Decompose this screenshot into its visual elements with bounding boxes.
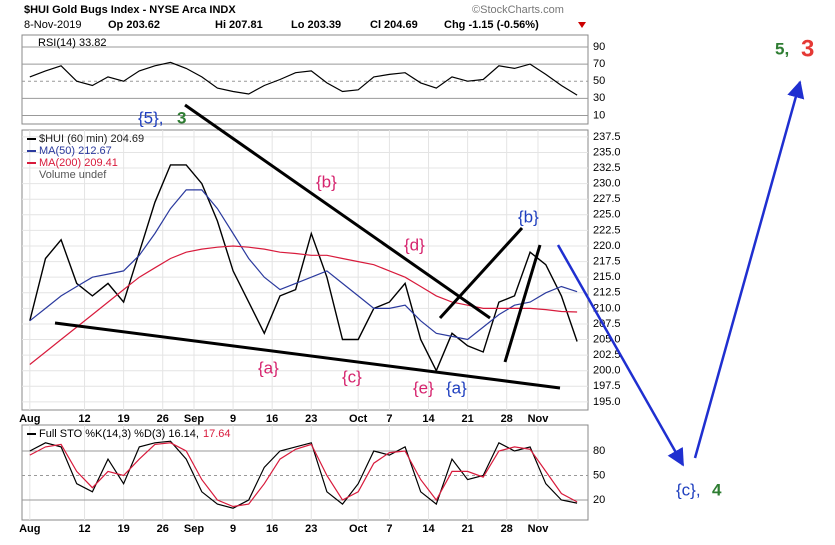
y-tick-label: 217.5 <box>593 255 621 267</box>
wave-label: 3 <box>177 108 186 127</box>
x-tick-label: Aug <box>19 523 40 535</box>
legend-label: Full STO %K(14,3) %D(3) 16.14, <box>39 428 199 440</box>
x-tick-label: 7 <box>386 413 392 425</box>
x-tick-label: Nov <box>528 523 550 535</box>
trend-line <box>54 321 561 390</box>
y-tick-label: 212.5 <box>593 287 621 299</box>
y-tick-label: 202.5 <box>593 349 621 361</box>
change: Chg -1.15 (-0.56%) <box>444 19 539 31</box>
x-tick-label: Aug <box>19 413 40 425</box>
wave-label: {e} <box>413 378 434 397</box>
x-tick-label: 12 <box>78 523 90 535</box>
x-tick-label: 9 <box>230 413 236 425</box>
x-tick-label: 23 <box>305 523 317 535</box>
panel-title: RSI(14) 33.82 <box>38 37 106 49</box>
y-tick-label: 220.0 <box>593 240 621 252</box>
y-tick-label: 200.0 <box>593 365 621 377</box>
x-tick-label: Sep <box>184 523 204 535</box>
close: Cl 204.69 <box>370 19 418 31</box>
series-line <box>29 189 578 341</box>
legend-label: MA(200) 209.41 <box>39 157 118 169</box>
y-tick-label: 30 <box>593 92 605 104</box>
x-tick-label: 16 <box>266 413 278 425</box>
wave-label: {a} <box>258 358 279 377</box>
series-line <box>29 442 578 508</box>
y-tick-label: 20 <box>593 494 605 506</box>
y-tick-label: 207.5 <box>593 318 621 330</box>
wave-label: {c} <box>342 367 362 386</box>
legend-label: MA(50) 212.67 <box>39 145 112 157</box>
low: Lo 203.39 <box>291 19 341 31</box>
series-line <box>29 245 578 365</box>
x-tick-label: 21 <box>461 523 473 535</box>
y-tick-label: 197.5 <box>593 380 621 392</box>
projection-arrow <box>556 244 685 467</box>
x-tick-label: 7 <box>386 523 392 535</box>
wave-label: {d} <box>404 235 425 254</box>
series-line <box>29 61 578 96</box>
x-tick-label: 9 <box>230 523 236 535</box>
y-tick-label: 50 <box>593 75 605 87</box>
y-tick-label: 230.0 <box>593 178 621 190</box>
x-tick-label: 19 <box>118 523 130 535</box>
x-tick-label: Sep <box>184 413 204 425</box>
y-tick-label: 232.5 <box>593 162 621 174</box>
panels: 90 70 50 30 10 RSI(14) 33.82 Aug 12 19 26 Sep 9 16 23… <box>19 34 621 535</box>
y-tick-label: 237.5 <box>593 131 621 143</box>
x-tick-label: 14 <box>422 523 435 535</box>
wave-label: {b} <box>518 207 539 226</box>
x-tick-label: 23 <box>305 413 317 425</box>
trend-line <box>503 244 542 363</box>
projection-arrow <box>693 80 805 459</box>
x-tick-label: Oct <box>349 413 368 425</box>
wave-label: {5}, <box>138 108 164 127</box>
series-line <box>29 164 578 373</box>
y-tick-label: 210.0 <box>593 302 621 314</box>
y-tick-label: 235.0 <box>593 146 621 158</box>
panel-frame <box>21 34 589 125</box>
x-tick-label: 21 <box>461 413 473 425</box>
y-tick-label: 215.0 <box>593 271 621 283</box>
legend-label: Volume undef <box>39 169 107 181</box>
y-tick-label: 50 <box>593 469 605 481</box>
high: Hi 207.81 <box>215 19 263 31</box>
series-line <box>29 440 578 509</box>
title: $HUI Gold Bugs Index - NYSE Arca INDX <box>24 4 236 16</box>
wave-label: 4 <box>712 480 722 499</box>
y-tick-label: 80 <box>593 445 605 457</box>
trend-line <box>438 226 524 320</box>
panel-frame <box>21 129 589 411</box>
y-tick-label: 90 <box>593 41 605 53</box>
x-tick-label: Oct <box>349 523 368 535</box>
legend-label: 17.64 <box>203 428 231 440</box>
wave-label: 5, <box>775 39 789 58</box>
x-tick-label: Nov <box>528 413 550 425</box>
x-tick-label: 26 <box>157 413 169 425</box>
trend-line <box>184 103 491 320</box>
date: 8-Nov-2019 <box>24 19 81 31</box>
y-tick-label: 227.5 <box>593 193 621 205</box>
source: ©StockCharts.com <box>472 4 564 16</box>
x-tick-label: 26 <box>157 523 169 535</box>
x-tick-label: 16 <box>266 523 278 535</box>
x-tick-label: 28 <box>501 413 513 425</box>
y-tick-label: 10 <box>593 109 605 121</box>
wave-label: {a} <box>446 378 467 397</box>
wave-label: {b} <box>316 172 337 191</box>
y-tick-label: 225.0 <box>593 209 621 221</box>
x-tick-label: 12 <box>78 413 90 425</box>
y-tick-label: 195.0 <box>593 396 621 408</box>
x-tick-label: 14 <box>422 413 435 425</box>
legend-label: $HUI (60 min) 204.69 <box>39 133 144 145</box>
y-tick-label: 70 <box>593 58 605 70</box>
x-tick-label: 19 <box>118 413 130 425</box>
open: Op 203.62 <box>108 19 160 31</box>
wave-label: 3 <box>801 35 814 62</box>
x-tick-label: 28 <box>501 523 513 535</box>
y-tick-label: 205.0 <box>593 333 621 345</box>
wave-label: {c}, <box>676 480 701 499</box>
down-arrow <box>578 22 586 28</box>
y-tick-label: 222.5 <box>593 224 621 236</box>
